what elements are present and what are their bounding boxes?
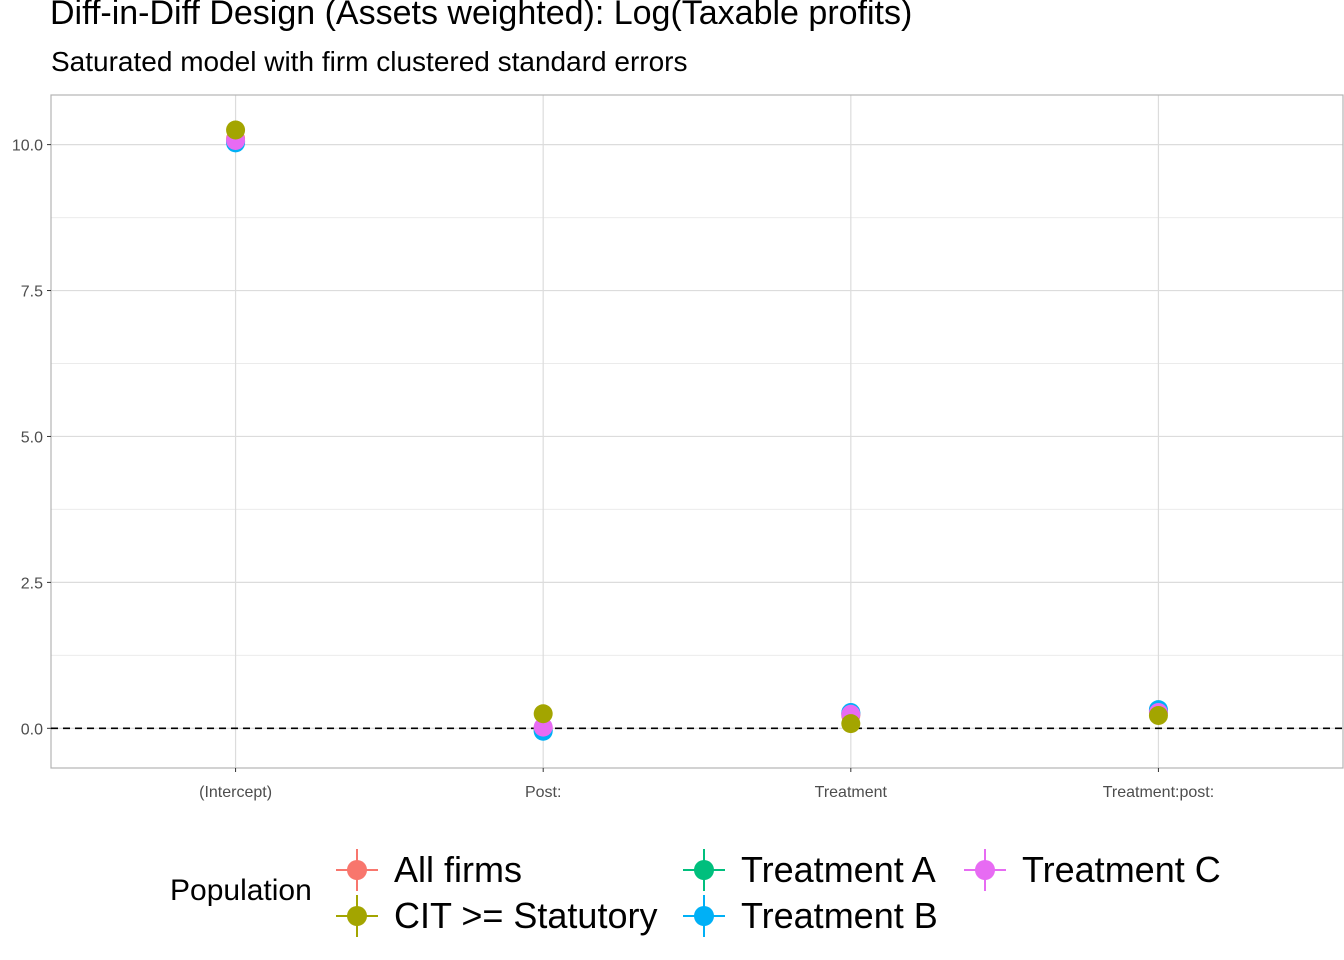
plot-area: 0.0 2.5 5.0 7.5 10.0 (Intercept) Post: Treatmen… xyxy=(12,94,1344,801)
grid-layer xyxy=(50,94,1344,769)
chart-subtitle: Saturated model with firm clustered stan… xyxy=(51,46,688,77)
axis-layer: 0.0 2.5 5.0 7.5 10.0 (Intercept) Post: Treatmen… xyxy=(12,138,1343,801)
y-tick-label: 0.0 xyxy=(21,721,43,738)
legend-title: Population xyxy=(170,874,312,907)
legend-item-treatment-a: Treatment A xyxy=(681,847,936,893)
y-tick-label: 10.0 xyxy=(12,138,43,155)
legend-key-all-firms xyxy=(336,849,378,891)
point-cit-statutory xyxy=(1148,705,1168,725)
legend-label-cit-statutory: CIT >= Statutory xyxy=(394,895,658,936)
point-cit-statutory xyxy=(533,704,553,724)
y-tick-label: 2.5 xyxy=(21,575,43,592)
point-cit-statutory xyxy=(226,120,246,140)
legend-key-cit-statutory xyxy=(336,895,378,937)
legend-item-cit-statutory: CIT >= Statutory xyxy=(334,893,657,939)
legend-item-all-firms: All firms xyxy=(334,847,522,893)
point-treatment-c xyxy=(533,717,553,737)
legend-label-all-firms: All firms xyxy=(394,849,522,890)
point-cit-statutory xyxy=(841,714,861,734)
legend-label-treatment-b: Treatment B xyxy=(741,895,938,936)
point-layer xyxy=(226,120,1168,741)
x-tick-label: Post: xyxy=(525,784,561,801)
legend-item-treatment-b: Treatment B xyxy=(681,893,938,939)
legend-label-treatment-a: Treatment A xyxy=(741,849,936,890)
legend-label-treatment-c: Treatment C xyxy=(1022,849,1221,890)
legend-key-treatment-a xyxy=(683,849,725,891)
x-tick-label: Treatment xyxy=(815,784,888,801)
y-tick-label: 7.5 xyxy=(21,284,43,301)
x-tick-label: (Intercept) xyxy=(199,784,272,801)
y-tick-label: 5.0 xyxy=(21,429,43,446)
legend-key-treatment-c xyxy=(964,849,1006,891)
chart-title: Diff-in-Diff Design (Assets weighted): L… xyxy=(50,0,913,32)
panel-border xyxy=(50,94,1344,769)
x-tick-label: Treatment:post: xyxy=(1103,784,1214,801)
legend-key-treatment-b xyxy=(683,895,725,937)
legend-item-treatment-c: Treatment C xyxy=(962,847,1221,893)
legend: Population All firms CIT >= Statutory Tr… xyxy=(0,840,1344,950)
